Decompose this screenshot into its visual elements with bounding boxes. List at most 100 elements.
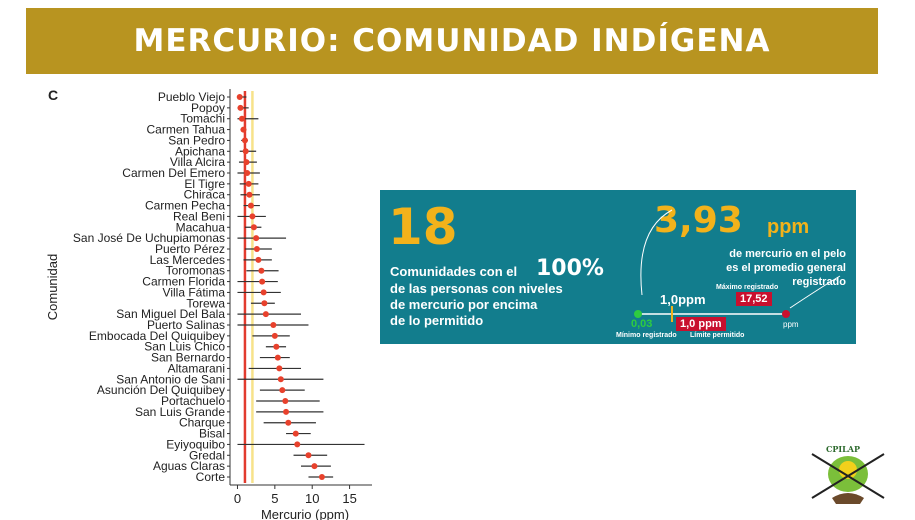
data-point xyxy=(305,452,312,459)
average-text-2: es el promedio general xyxy=(726,262,846,274)
data-point xyxy=(270,322,277,328)
banner-title: MERCURIO: COMUNIDAD INDÍGENA xyxy=(133,23,771,59)
data-point xyxy=(245,180,252,187)
data-point xyxy=(247,202,254,209)
data-point xyxy=(261,300,268,307)
data-point xyxy=(255,256,262,263)
panel-label: C xyxy=(48,87,58,103)
data-point xyxy=(253,246,260,252)
x-tick-label: 15 xyxy=(342,491,356,506)
logo-text: CPILAP xyxy=(826,444,860,454)
info-panel: 18 Comunidades con el 100% de las person… xyxy=(380,190,856,344)
y-tick-label: Carmen Pecha xyxy=(145,199,225,213)
y-tick-label: San Antonio de Sani xyxy=(116,372,225,386)
y-tick-label: Puerto Pérez xyxy=(155,242,225,256)
y-tick-label: San Pedro xyxy=(168,133,225,147)
data-point xyxy=(241,137,248,144)
count-text-2: de las personas con niveles xyxy=(390,281,563,296)
y-tick-label: San Bernardo xyxy=(151,351,225,365)
y-tick-label: El Tigre xyxy=(184,177,225,191)
data-point xyxy=(318,474,325,480)
title-banner: MERCURIO: COMUNIDAD INDÍGENA xyxy=(26,8,878,74)
data-point xyxy=(294,441,301,448)
data-point xyxy=(253,235,260,242)
y-tick-label: Bisal xyxy=(199,427,225,441)
average-text-3: registrado xyxy=(792,276,846,288)
percent-value: 100% xyxy=(536,256,604,281)
y-tick-label: San Miguel Del Bala xyxy=(116,307,225,321)
average-unit: ppm xyxy=(767,216,810,238)
x-tick-label: 5 xyxy=(271,491,278,506)
scale-unit: ppm xyxy=(783,320,799,329)
max-dot xyxy=(782,310,790,318)
y-tick-label: Popoy xyxy=(191,101,225,115)
data-point xyxy=(274,354,281,361)
count-text-3: de mercurio por encima xyxy=(390,297,538,312)
y-tick-label: Puerto Salinas xyxy=(147,318,225,332)
x-tick-label: 10 xyxy=(305,491,319,506)
y-tick-label: Villa Alcira xyxy=(170,155,225,169)
y-tick-label: Altamarani xyxy=(168,361,225,375)
data-point xyxy=(279,387,286,394)
max-label: Máximo registrado xyxy=(716,284,779,291)
y-tick-label: Real Beni xyxy=(173,209,225,223)
x-axis-label: Mercurio (ppm) xyxy=(261,507,349,520)
y-tick-label: Apichana xyxy=(175,144,225,158)
y-tick-label: Las Mercedes xyxy=(150,253,225,267)
data-point xyxy=(276,365,283,372)
data-point xyxy=(262,311,269,318)
limit-label: Límite permitido xyxy=(690,332,745,339)
data-point xyxy=(259,278,266,285)
y-tick-label: Torewa xyxy=(186,296,225,310)
y-tick-label: Villa Fátima xyxy=(163,285,226,299)
y-tick-label: Macahua xyxy=(176,220,226,234)
data-point xyxy=(236,94,243,100)
arrow-curve-left xyxy=(640,209,673,296)
data-point xyxy=(282,398,289,404)
y-tick-label: Carmen Florida xyxy=(142,275,225,289)
data-point xyxy=(246,191,253,198)
data-point xyxy=(292,430,299,437)
y-tick-label: Carmen Tahua xyxy=(147,123,226,137)
data-point xyxy=(258,267,265,274)
x-tick-label: 0 xyxy=(234,491,241,506)
min-label: Mínimo registrado xyxy=(616,332,677,339)
y-tick-label: San José De Uchupiamonas xyxy=(73,231,225,245)
y-tick-label: San Luis Chico xyxy=(144,340,225,354)
data-point xyxy=(283,408,290,415)
data-point xyxy=(249,213,256,220)
y-tick-label: Charque xyxy=(179,416,225,430)
cpilap-logo-icon xyxy=(811,453,885,504)
data-point xyxy=(238,115,245,122)
data-point xyxy=(237,104,244,111)
arrow-curve-right xyxy=(789,275,841,309)
data-point xyxy=(260,289,267,296)
average-text: de mercurio en el pelo es el promedio ge… xyxy=(718,247,846,289)
data-point xyxy=(311,463,318,470)
y-tick-label: Chiraca xyxy=(184,188,226,202)
data-point xyxy=(285,419,292,426)
y-tick-label: San Luis Grande xyxy=(135,405,225,419)
y-tick-label: Eyiyoquibo xyxy=(166,437,225,451)
y-tick-label: Toromonas xyxy=(166,264,225,278)
y-tick-label: Pueblo Viejo xyxy=(158,90,225,104)
limit-top-label: 1,0ppm xyxy=(660,292,706,307)
data-point xyxy=(244,170,251,176)
y-tick-label: Asunción Del Quiquibey xyxy=(97,383,225,397)
min-value: 0,03 xyxy=(631,318,653,330)
average-value: 3,93 xyxy=(654,200,743,241)
y-tick-label: Gredal xyxy=(189,448,225,462)
y-tick-label: Corte xyxy=(196,470,226,484)
count-text-1: Comunidades con el xyxy=(390,264,518,279)
y-tick-label: Embocada Del Quiquibey xyxy=(89,329,225,343)
scale-graphic xyxy=(634,209,841,322)
data-point xyxy=(273,343,280,350)
y-axis-label: Comunidad xyxy=(45,254,60,321)
count-text-4: de lo permitido xyxy=(390,313,484,328)
y-tick-label: Carmen Del Emero xyxy=(122,166,225,180)
data-point xyxy=(271,332,278,339)
data-point xyxy=(277,376,284,383)
data-point xyxy=(250,224,257,231)
limit-badge: 1,0 ppm xyxy=(676,317,726,331)
